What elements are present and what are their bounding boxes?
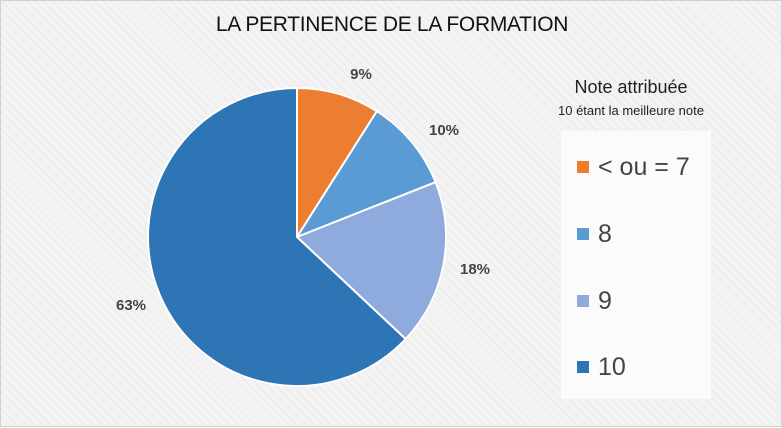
data-label-1: 9% <box>350 66 372 83</box>
legend-label: 9 <box>598 286 612 315</box>
legend-item-10: 10 <box>577 352 626 382</box>
pie-slice-3 <box>295 180 447 341</box>
legend-subtitle: 10 étant la meilleure note <box>558 103 704 118</box>
legend-item-9: 9 <box>577 286 612 316</box>
legend-swatch <box>577 361 589 373</box>
legend-swatch <box>577 295 589 307</box>
legend-label: < ou = 7 <box>598 152 690 181</box>
chart-title: LA PERTINENCE DE LA FORMATION <box>215 13 569 36</box>
legend-label: 8 <box>598 219 612 248</box>
legend-label: 10 <box>598 352 626 381</box>
data-label-3: 18% <box>460 261 490 278</box>
pie-slice-4 <box>147 86 408 387</box>
legend-item-8: 8 <box>577 219 612 249</box>
legend: < ou = 7 8 9 10 <box>561 131 711 399</box>
legend-title: Note attribuée <box>574 77 688 97</box>
legend-swatch <box>577 228 589 240</box>
legend-item-le7: < ou = 7 <box>577 152 690 182</box>
pie-slice-1 <box>296 86 379 241</box>
data-label-2: 10% <box>429 122 459 139</box>
pie-slice-2 <box>294 109 437 240</box>
legend-swatch <box>577 161 589 173</box>
pie-chart: 9% 10% 18% 63% <box>116 66 490 387</box>
data-label-4: 63% <box>116 297 146 314</box>
